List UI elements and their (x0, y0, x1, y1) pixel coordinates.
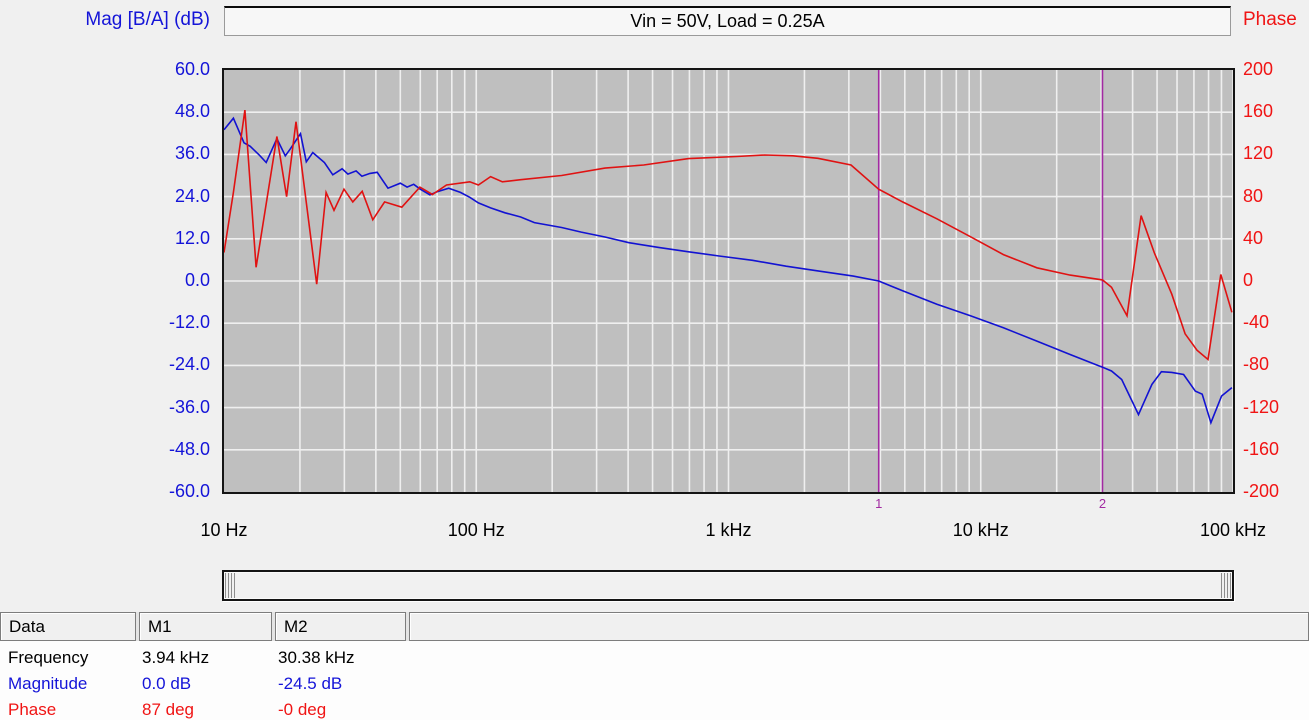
y-left-tick-label: 60.0 (174, 59, 210, 79)
table-row: Magnitude 0.0 dB -24.5 dB (0, 672, 1309, 696)
phase-curve (224, 109, 1233, 362)
y-left-tick-label: 0.0 (184, 270, 210, 290)
m1-frequency-value: 3.94 kHz (142, 648, 210, 667)
y-left-tick-label: -36.0 (168, 396, 210, 417)
y-right-tick-label: -160 (1243, 438, 1280, 459)
magnitude-axis-title: Mag [B/A] (dB) (85, 9, 210, 30)
y-right-tick-label: -120 (1243, 396, 1280, 417)
y-right-tick-label: 80 (1243, 185, 1264, 206)
m2-phase-value: -0 deg (278, 700, 327, 719)
y-left-tick-label: 12.0 (174, 227, 210, 248)
y-right-tick-label: -200 (1243, 481, 1280, 501)
y-left-tick-label: -60.0 (168, 481, 210, 501)
magnitude-curve (224, 116, 1233, 426)
marker-number-label: 1 (875, 496, 883, 511)
marker-table-header: Data M1 M2 (0, 612, 1309, 641)
plot-title-box: Vin = 50V, Load = 0.25A (224, 6, 1231, 36)
y-left-tick-label: -48.0 (168, 438, 210, 459)
scrollbar-left-grip[interactable] (225, 573, 235, 598)
frequency-row-label: Frequency (8, 648, 89, 667)
x-tick-label: 10 kHz (952, 520, 1009, 540)
x-tick-label: 100 kHz (1199, 520, 1267, 540)
y-left-tick-label: -24.0 (168, 354, 210, 375)
phase-axis-title: Phase (1243, 9, 1297, 30)
y-right-tick-label: 120 (1243, 143, 1274, 164)
table-header-m2[interactable]: M2 (275, 612, 406, 641)
plot-title: Vin = 50V, Load = 0.25A (630, 11, 825, 31)
m1-phase-value: 87 deg (142, 700, 194, 719)
y-right-tick-label: 40 (1243, 227, 1264, 248)
marker-table-body: Frequency 3.94 kHz 30.38 kHz Magnitude 0… (0, 641, 1309, 720)
phase-row-label: Phase (8, 700, 57, 719)
x-tick-label: 1 kHz (705, 520, 752, 540)
table-row: Phase 87 deg -0 deg (0, 698, 1309, 720)
m2-magnitude-value: -24.5 dB (278, 674, 343, 693)
y-left-tick-label: 36.0 (174, 143, 210, 164)
y-right-tick-label: 200 (1243, 59, 1274, 79)
y-right-tick-label: -80 (1243, 354, 1270, 375)
frequency-scrollbar[interactable] (222, 570, 1234, 601)
m1-magnitude-value: 0.0 dB (142, 674, 192, 693)
x-tick-label: 100 Hz (447, 520, 505, 540)
bode-plot-svg (224, 70, 1233, 492)
y-right-tick-label: 0 (1243, 270, 1254, 290)
plot-area[interactable] (222, 68, 1235, 494)
marker-number-label: 2 (1098, 496, 1107, 511)
y-left-tick-label: 48.0 (174, 101, 210, 122)
y-left-tick-label: 24.0 (174, 185, 210, 206)
table-header-data[interactable]: Data (0, 612, 136, 641)
table-header-m1[interactable]: M1 (139, 612, 272, 641)
x-tick-label: 10 Hz (200, 520, 248, 540)
table-row: Frequency 3.94 kHz 30.38 kHz (0, 646, 1309, 670)
y-right-tick-label: 160 (1243, 101, 1274, 122)
m2-frequency-value: 30.38 kHz (278, 648, 355, 667)
scrollbar-right-grip[interactable] (1221, 573, 1231, 598)
table-header-empty (409, 612, 1309, 641)
y-left-tick-label: -12.0 (168, 312, 210, 333)
magnitude-row-label: Magnitude (8, 674, 88, 693)
y-right-tick-label: -40 (1243, 312, 1270, 333)
